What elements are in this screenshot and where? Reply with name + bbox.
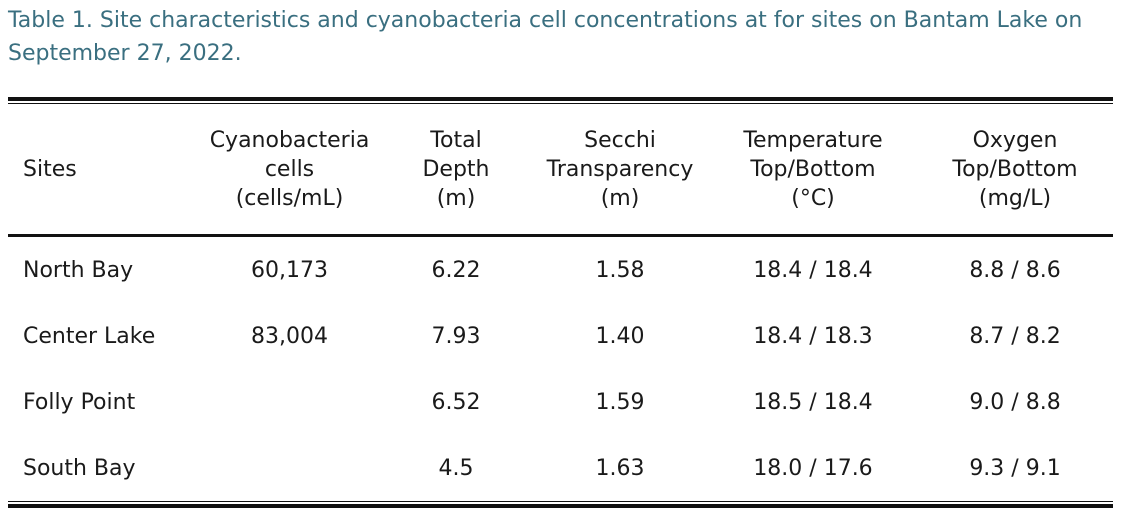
table-body: North Bay 60,173 6.22 1.58 18.4 / 18.4 8.8 / … [8,236,1113,502]
site-name-cell: Folly Point [23,389,136,415]
temperature-cell: 18.5 / 18.4 [753,389,873,415]
secchi-cell: 1.58 [595,257,645,283]
temperature-cell: 18.0 / 17.6 [753,455,873,481]
secchi-cell: 1.59 [595,389,645,415]
oxygen-header: Oxygen Top/Bottom (mg/L) [917,104,1113,237]
oxygen-cell: 9.0 / 8.8 [969,389,1061,415]
header-line: cells [264,156,315,182]
table-row: North Bay 60,173 6.22 1.58 18.4 / 18.4 8.8 / … [8,236,1113,304]
total-depth-cell: 6.52 [431,389,481,415]
oxygen-cell: 8.7 / 8.2 [969,323,1061,349]
sites-header: Sites [8,104,198,237]
data-table-container: Sites Cyanobacteria cells (cells/mL) Total De… [8,97,1113,508]
site-name-cell: North Bay [23,257,134,283]
secchi-cell: 1.40 [595,323,645,349]
table-top-rule-thin [8,103,1113,104]
total-depth-header: Total Depth (m) [381,104,531,237]
cyanobacteria-header: Cyanobacteria cells (cells/mL) [198,104,381,237]
header-line: Secchi [584,127,656,153]
temperature-header: Temperature Top/Bottom (°C) [709,104,917,237]
header-line: (°C) [791,185,835,211]
header-line: Total [430,127,482,153]
table-header: Sites Cyanobacteria cells (cells/mL) Total De… [8,104,1113,237]
header-line: Oxygen [972,127,1058,153]
header-line: Temperature [743,127,883,153]
table-row: Center Lake 83,004 7.93 1.40 18.4 / 18.3 8.7 … [8,303,1113,369]
oxygen-cell: 9.3 / 9.1 [969,455,1061,481]
total-depth-cell: 6.22 [431,257,481,283]
cyanobacteria-cell: 60,173 [251,257,328,283]
header-line: Top/Bottom [750,156,876,182]
cyanobacteria-cell [198,369,381,435]
secchi-header: Secchi Transparency (m) [531,104,709,237]
site-characteristics-table: Sites Cyanobacteria cells (cells/mL) Total De… [8,104,1113,501]
site-name-cell: South Bay [23,455,136,481]
total-depth-cell: 7.93 [431,323,481,349]
table-row: Folly Point 6.52 1.59 18.5 / 18.4 9.0 / 8.8 [8,369,1113,435]
table-bottom-rule [8,504,1113,508]
header-line: (m) [436,185,476,211]
header-line: Top/Bottom [952,156,1078,182]
oxygen-cell: 8.8 / 8.6 [969,257,1061,283]
header-line: (m) [600,185,640,211]
secchi-cell: 1.63 [595,455,645,481]
header-line: (mg/L) [978,185,1052,211]
header-line: Sites [23,156,77,182]
total-depth-cell: 4.5 [438,455,474,481]
table-caption: Table 1. Site characteristics and cyanob… [8,8,1083,66]
header-line: Transparency [546,156,694,182]
cyanobacteria-cell [198,435,381,501]
table-top-rule [8,97,1113,101]
header-line: (cells/mL) [235,185,344,211]
header-row: Sites Cyanobacteria cells (cells/mL) Total De… [8,104,1113,237]
site-name-cell: Center Lake [23,323,156,349]
table-bottom-rule-thin [8,501,1113,502]
header-line: Cyanobacteria [209,127,370,153]
header-line: Depth [422,156,490,182]
table-row: South Bay 4.5 1.63 18.0 / 17.6 9.3 / 9.1 [8,435,1113,501]
cyanobacteria-cell: 83,004 [251,323,328,349]
temperature-cell: 18.4 / 18.3 [753,323,873,349]
temperature-cell: 18.4 / 18.4 [753,257,873,283]
